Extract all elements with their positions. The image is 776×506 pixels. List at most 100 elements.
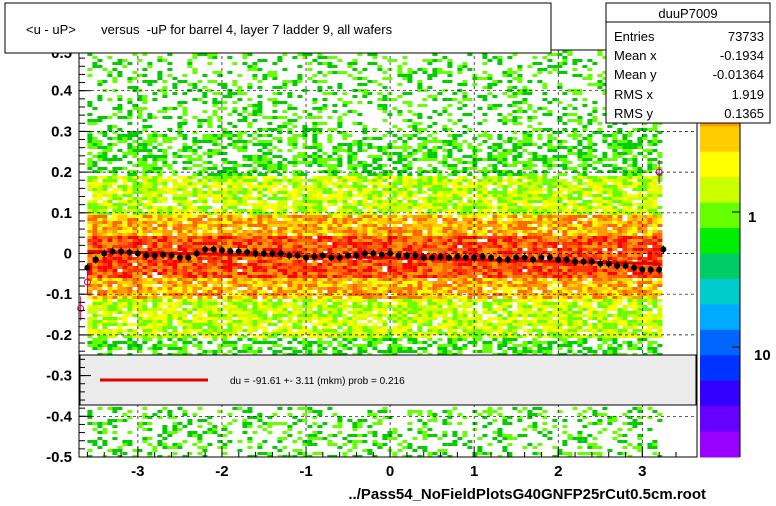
open-point-0 (77, 304, 85, 312)
title-box: <u - uP> versus -uP for barrel 4, layer … (4, 2, 552, 54)
x-tick-label-4: 1 (470, 463, 478, 480)
profile-point-62 (605, 260, 612, 267)
profile-point-56 (555, 256, 562, 263)
profile-point-31 (345, 252, 352, 259)
profile-point-61 (597, 260, 604, 267)
profile-point-8 (151, 252, 158, 259)
profile-point-53 (530, 256, 537, 263)
profile-point-66 (639, 266, 646, 273)
y-tick-label-0: 0.4 (51, 83, 73, 100)
open-point-1 (83, 278, 91, 286)
colorbar-label-1: 1 (748, 209, 756, 226)
stats-value-mean-x: -0.1934 (720, 48, 764, 63)
y-tick-label-4: 0 (64, 246, 72, 263)
profile-point-32 (353, 252, 360, 259)
colorbar-segment-13 (700, 380, 740, 407)
profile-point-57 (563, 256, 570, 263)
profile-point-33 (361, 250, 368, 257)
profile-point-19 (244, 249, 251, 256)
profile-point-45 (462, 254, 469, 261)
x-tick-label-3: 0 (386, 463, 394, 480)
colorbar-segment-12 (700, 355, 740, 382)
profile-point-12 (185, 254, 192, 261)
profile-point-37 (395, 252, 402, 259)
profile-point-13 (193, 250, 200, 257)
y-tick-label-6: -0.2 (46, 327, 72, 344)
colorbar-segment-8 (700, 253, 740, 280)
stats-label-mean-y: Mean y (614, 67, 657, 82)
legend-text: du = -91.61 +- 3.11 (mkm) prob = 0.216 (230, 376, 405, 387)
colorbar-segment-5 (700, 177, 740, 204)
profile-point-7 (143, 252, 150, 259)
colorbar-segment-10 (700, 304, 740, 331)
x-tick-label-0: -3 (131, 463, 144, 480)
fit-line (87, 249, 660, 266)
colorbar-segment-7 (700, 228, 740, 254)
x-axis: -3 -2 -1 0 1 2 3 (86, 447, 677, 480)
profile-point-22 (269, 250, 276, 257)
profile-point-52 (521, 254, 528, 261)
y-tick-label-1: 0.3 (51, 123, 72, 140)
profile-point-49 (496, 256, 503, 263)
stats-label-rms-y: RMS y (614, 106, 654, 121)
profile-point-48 (488, 254, 494, 261)
y-tick-label-9: -0.5 (46, 449, 72, 466)
profile-point-1 (92, 256, 99, 263)
profile-point-65 (630, 264, 637, 271)
profile-points (84, 245, 667, 274)
profile-point-41 (429, 254, 436, 261)
profile-point-17 (227, 248, 234, 255)
y-tick-label-2: 0.2 (51, 164, 72, 181)
profile-point-60 (588, 258, 595, 265)
colorbar-segment-4 (700, 151, 740, 178)
stats-value-rms-y: 0.1365 (724, 106, 764, 121)
profile-point-67 (647, 266, 654, 273)
profile-point-15 (210, 246, 217, 253)
profile-point-34 (370, 250, 377, 257)
colorbar-segment-15 (700, 431, 740, 458)
stats-name: duuP7009 (658, 6, 717, 21)
profile-point-54 (538, 254, 545, 261)
stats-box: duuP7009 Entries 73733 Mean x -0.1934 Me… (605, 2, 771, 124)
x-tick-label-6: 3 (638, 463, 646, 480)
stats-label-rms-x: RMS x (614, 87, 654, 102)
profile-point-42 (437, 253, 444, 260)
y-axis: 0.40.30.20.10-0.1-0.2-0.3-0.4-0.50.5 (46, 45, 91, 466)
x-tick-label-1: -2 (215, 463, 228, 480)
x-tick-label-5: 2 (554, 463, 562, 480)
profile-point-2 (101, 250, 108, 257)
stats-value-rms-x: 1.919 (731, 87, 764, 102)
stats-value-mean-y: -0.01364 (713, 67, 764, 82)
profile-point-39 (412, 252, 419, 259)
stats-value-entries: 73733 (728, 29, 764, 44)
profile-point-68 (656, 266, 663, 273)
profile-point-58 (572, 258, 579, 265)
chart-title: <u - uP> versus -uP for barrel 4, layer … (26, 22, 393, 37)
y-tick-label-7: -0.3 (46, 368, 72, 385)
y-tick-label-8: -0.4 (46, 408, 73, 425)
colorbar-label-10: 10 (754, 347, 771, 364)
profile-point-59 (580, 258, 587, 265)
profile-point-5 (126, 249, 133, 256)
colorbar-segment-6 (700, 202, 740, 229)
profile-point-21 (260, 250, 267, 257)
profile-point-3 (109, 248, 116, 255)
stats-label-mean-x: Mean x (614, 48, 657, 63)
colorbar-segment-11 (700, 329, 740, 356)
y-tick-label-3: 0.1 (51, 205, 72, 222)
profile-point-50 (504, 256, 511, 263)
profile-point-18 (235, 248, 242, 255)
profile-point-30 (336, 254, 343, 261)
profile-point-46 (471, 254, 478, 261)
y-tick-label-5: -0.1 (46, 286, 72, 303)
profile-point-24 (286, 252, 293, 259)
profile-point-36 (387, 250, 394, 257)
open-point-2 (655, 168, 663, 176)
profile-point-14 (202, 246, 209, 253)
profile-point-10 (168, 252, 175, 259)
colorbar-segment-3 (700, 126, 740, 153)
profile-point-16 (218, 247, 225, 254)
profile-point-51 (513, 254, 520, 261)
profile-point-0 (84, 264, 91, 271)
